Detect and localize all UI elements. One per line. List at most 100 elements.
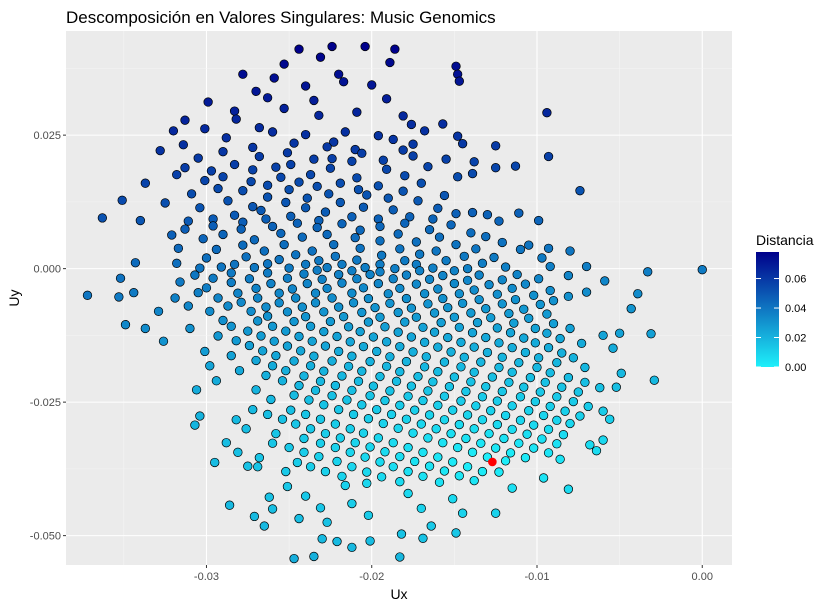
data-point: [199, 234, 208, 243]
data-point: [191, 421, 200, 430]
data-point: [346, 448, 355, 457]
data-point: [348, 289, 357, 298]
data-point: [382, 165, 391, 174]
data-point: [392, 377, 401, 386]
data-point: [268, 322, 277, 331]
data-point: [382, 95, 391, 104]
data-point: [194, 154, 203, 163]
data-point: [450, 279, 459, 288]
data-point: [268, 439, 277, 448]
data-point: [483, 210, 492, 219]
data-point: [131, 258, 140, 267]
data-point: [495, 468, 504, 477]
data-point: [463, 411, 472, 420]
data-point: [270, 74, 279, 83]
data-point: [192, 386, 201, 395]
data-point: [553, 392, 562, 401]
data-point: [414, 197, 423, 206]
data-point: [237, 298, 246, 307]
data-point: [404, 443, 413, 452]
data-point: [187, 190, 196, 199]
data-point: [257, 332, 266, 341]
data-point: [263, 93, 272, 102]
data-point: [415, 250, 424, 259]
data-point: [295, 332, 304, 341]
data-point: [394, 230, 403, 239]
data-point: [353, 108, 362, 117]
data-point: [167, 231, 176, 240]
data-point: [344, 362, 353, 371]
data-point: [556, 455, 565, 464]
data-point: [534, 216, 543, 225]
y-tick-label: 0.025: [33, 130, 61, 142]
data-point: [250, 512, 259, 521]
data-point: [396, 401, 405, 410]
data-point: [258, 347, 267, 356]
data-point: [323, 230, 332, 239]
data-point: [323, 143, 332, 152]
data-point: [301, 130, 310, 139]
data-point: [379, 156, 388, 165]
data-point: [285, 443, 294, 452]
data-point: [275, 289, 284, 298]
data-point: [272, 429, 281, 438]
data-point: [582, 288, 591, 297]
data-point: [643, 268, 652, 277]
data-point: [270, 337, 279, 346]
data-point: [339, 77, 348, 86]
data-point: [232, 336, 241, 345]
data-point: [316, 415, 325, 424]
data-point: [435, 478, 444, 487]
data-point: [483, 348, 492, 357]
data-point: [334, 347, 343, 356]
data-point: [374, 131, 383, 140]
data-point: [475, 295, 484, 304]
data-point: [438, 438, 447, 447]
data-point: [508, 343, 517, 352]
data-point: [434, 453, 443, 462]
data-point: [230, 260, 239, 269]
data-point: [425, 275, 434, 284]
data-point: [281, 198, 290, 207]
data-point: [564, 485, 573, 494]
data-point: [576, 412, 585, 421]
data-point: [420, 363, 429, 372]
legend-label: 0.00: [785, 362, 806, 374]
data-point: [506, 328, 515, 337]
data-point: [351, 438, 360, 447]
data-point: [295, 381, 304, 390]
data-point: [516, 245, 525, 254]
data-point: [227, 269, 236, 278]
data-point: [252, 386, 261, 395]
data-point: [508, 425, 517, 434]
data-point: [564, 373, 573, 382]
data-point: [381, 396, 390, 405]
data-point: [543, 108, 552, 117]
data-point: [470, 158, 479, 167]
data-point: [559, 430, 568, 439]
data-point: [281, 467, 290, 476]
data-point: [566, 324, 575, 333]
data-point: [136, 216, 145, 225]
data-point: [315, 256, 324, 265]
data-point: [396, 245, 405, 254]
data-point: [248, 166, 257, 175]
data-point: [194, 288, 203, 297]
data-point: [516, 392, 525, 401]
data-point: [452, 240, 461, 249]
data-point: [508, 402, 517, 411]
data-point: [515, 439, 524, 448]
data-point: [364, 294, 373, 303]
legend-label: 0.06: [785, 274, 806, 286]
data-point: [320, 308, 329, 317]
data-point: [414, 372, 423, 381]
data-point: [316, 53, 325, 62]
data-point: [460, 252, 469, 261]
data-point: [196, 412, 205, 421]
data-point: [434, 343, 443, 352]
data-point: [348, 266, 357, 275]
data-point: [519, 305, 528, 314]
data-point: [349, 410, 358, 419]
data-point: [361, 453, 370, 462]
data-point: [468, 208, 477, 217]
